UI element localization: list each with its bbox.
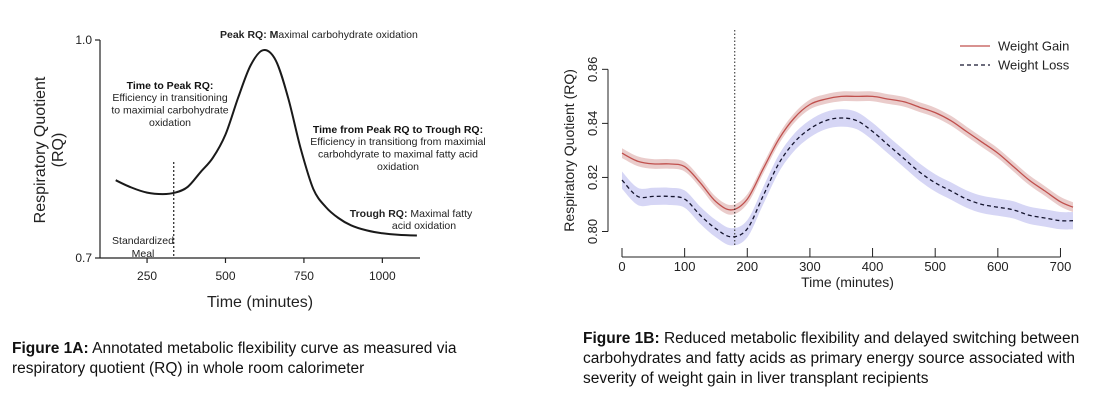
y-axis-label-unit: (RQ) [50, 133, 67, 168]
x-tick-label: 200 [736, 259, 758, 274]
x-tick-label: 250 [137, 269, 157, 283]
meal-annotation-line2: Meal [132, 248, 155, 260]
time-to-peak-title: Time to Peak RQ: [127, 80, 214, 92]
peak-to-trough-text: Efficiency in transitiong from maximial [310, 136, 485, 148]
series-band-2 [622, 109, 1073, 246]
figure-1a-chart: 0.7 1.0 250 500 750 1000 Time (minutes) Respira… [32, 29, 486, 311]
time-to-peak-text: Efficiency in transitioning [112, 92, 228, 104]
series-line-2 [621, 117, 1074, 238]
y-tick-label: 0.7 [75, 251, 92, 265]
trough-rq-annotation-line2: acid oxidation [392, 220, 456, 232]
peak-rq-annotation: Peak RQ: Maximal carbohydrate oxidation [220, 29, 418, 41]
time-to-peak-text: to maximial carbohydrate [111, 105, 228, 117]
time-to-peak-text: oxidation [149, 117, 191, 129]
y-axis-label: Respiratory Quotient [32, 76, 49, 223]
x-tick-label: 100 [674, 259, 696, 274]
series-line-1 [621, 95, 1074, 211]
y-tick-label: 0.82 [585, 165, 600, 190]
rq-curve [115, 49, 417, 237]
x-tick-label: 600 [987, 259, 1009, 274]
y-tick-label: 0.86 [585, 57, 600, 82]
figure-1a-caption: Figure 1A: Annotated metabolic flexibili… [12, 339, 532, 379]
figure-1a-caption-label: Figure 1A: [12, 340, 89, 357]
y-axis-label: Respiratory Quotient (RQ) [561, 69, 577, 232]
figure-1b-caption-text: Reduced metabolic flexibility and delaye… [583, 330, 1080, 387]
legend-label-2: Weight Loss [998, 58, 1070, 73]
x-tick-label: 300 [799, 259, 821, 274]
legend-label-1: Weight Gain [998, 39, 1069, 54]
y-tick-label: 0.80 [585, 219, 600, 244]
y-tick-label: 1.0 [75, 33, 92, 47]
x-tick-label: 400 [862, 259, 884, 274]
x-tick-label: 750 [294, 269, 314, 283]
x-axis-label: Time (minutes) [801, 274, 894, 290]
figure-1b-caption-label: Figure 1B: [583, 330, 660, 347]
x-tick-label: 500 [215, 269, 235, 283]
x-tick-label: 1000 [369, 269, 396, 283]
figure-1b-caption: Figure 1B: Reduced metabolic flexibility… [583, 329, 1108, 389]
x-tick-label: 0 [618, 259, 625, 274]
figure-1b-chart: 0.80 0.82 0.84 0.86 Respiratory Quotient (RQ… [561, 30, 1074, 290]
y-tick-label: 0.84 [585, 111, 600, 136]
peak-to-trough-text: oxidation [377, 161, 419, 173]
x-tick-label: 500 [924, 259, 946, 274]
peak-to-trough-title: Time from Peak RQ to Trough RQ: [313, 124, 483, 136]
x-tick-label: 700 [1050, 259, 1072, 274]
meal-annotation-line1: Standardized [112, 235, 174, 247]
x-axis-label: Time (minutes) [207, 294, 313, 311]
trough-rq-annotation: Trough RQ: Maximal fatty [350, 208, 473, 220]
figure-1a-caption-text: Annotated metabolic flexibility curve as… [12, 340, 457, 377]
peak-to-trough-text: carbohdyrate to maximal fatty acid [318, 149, 478, 161]
